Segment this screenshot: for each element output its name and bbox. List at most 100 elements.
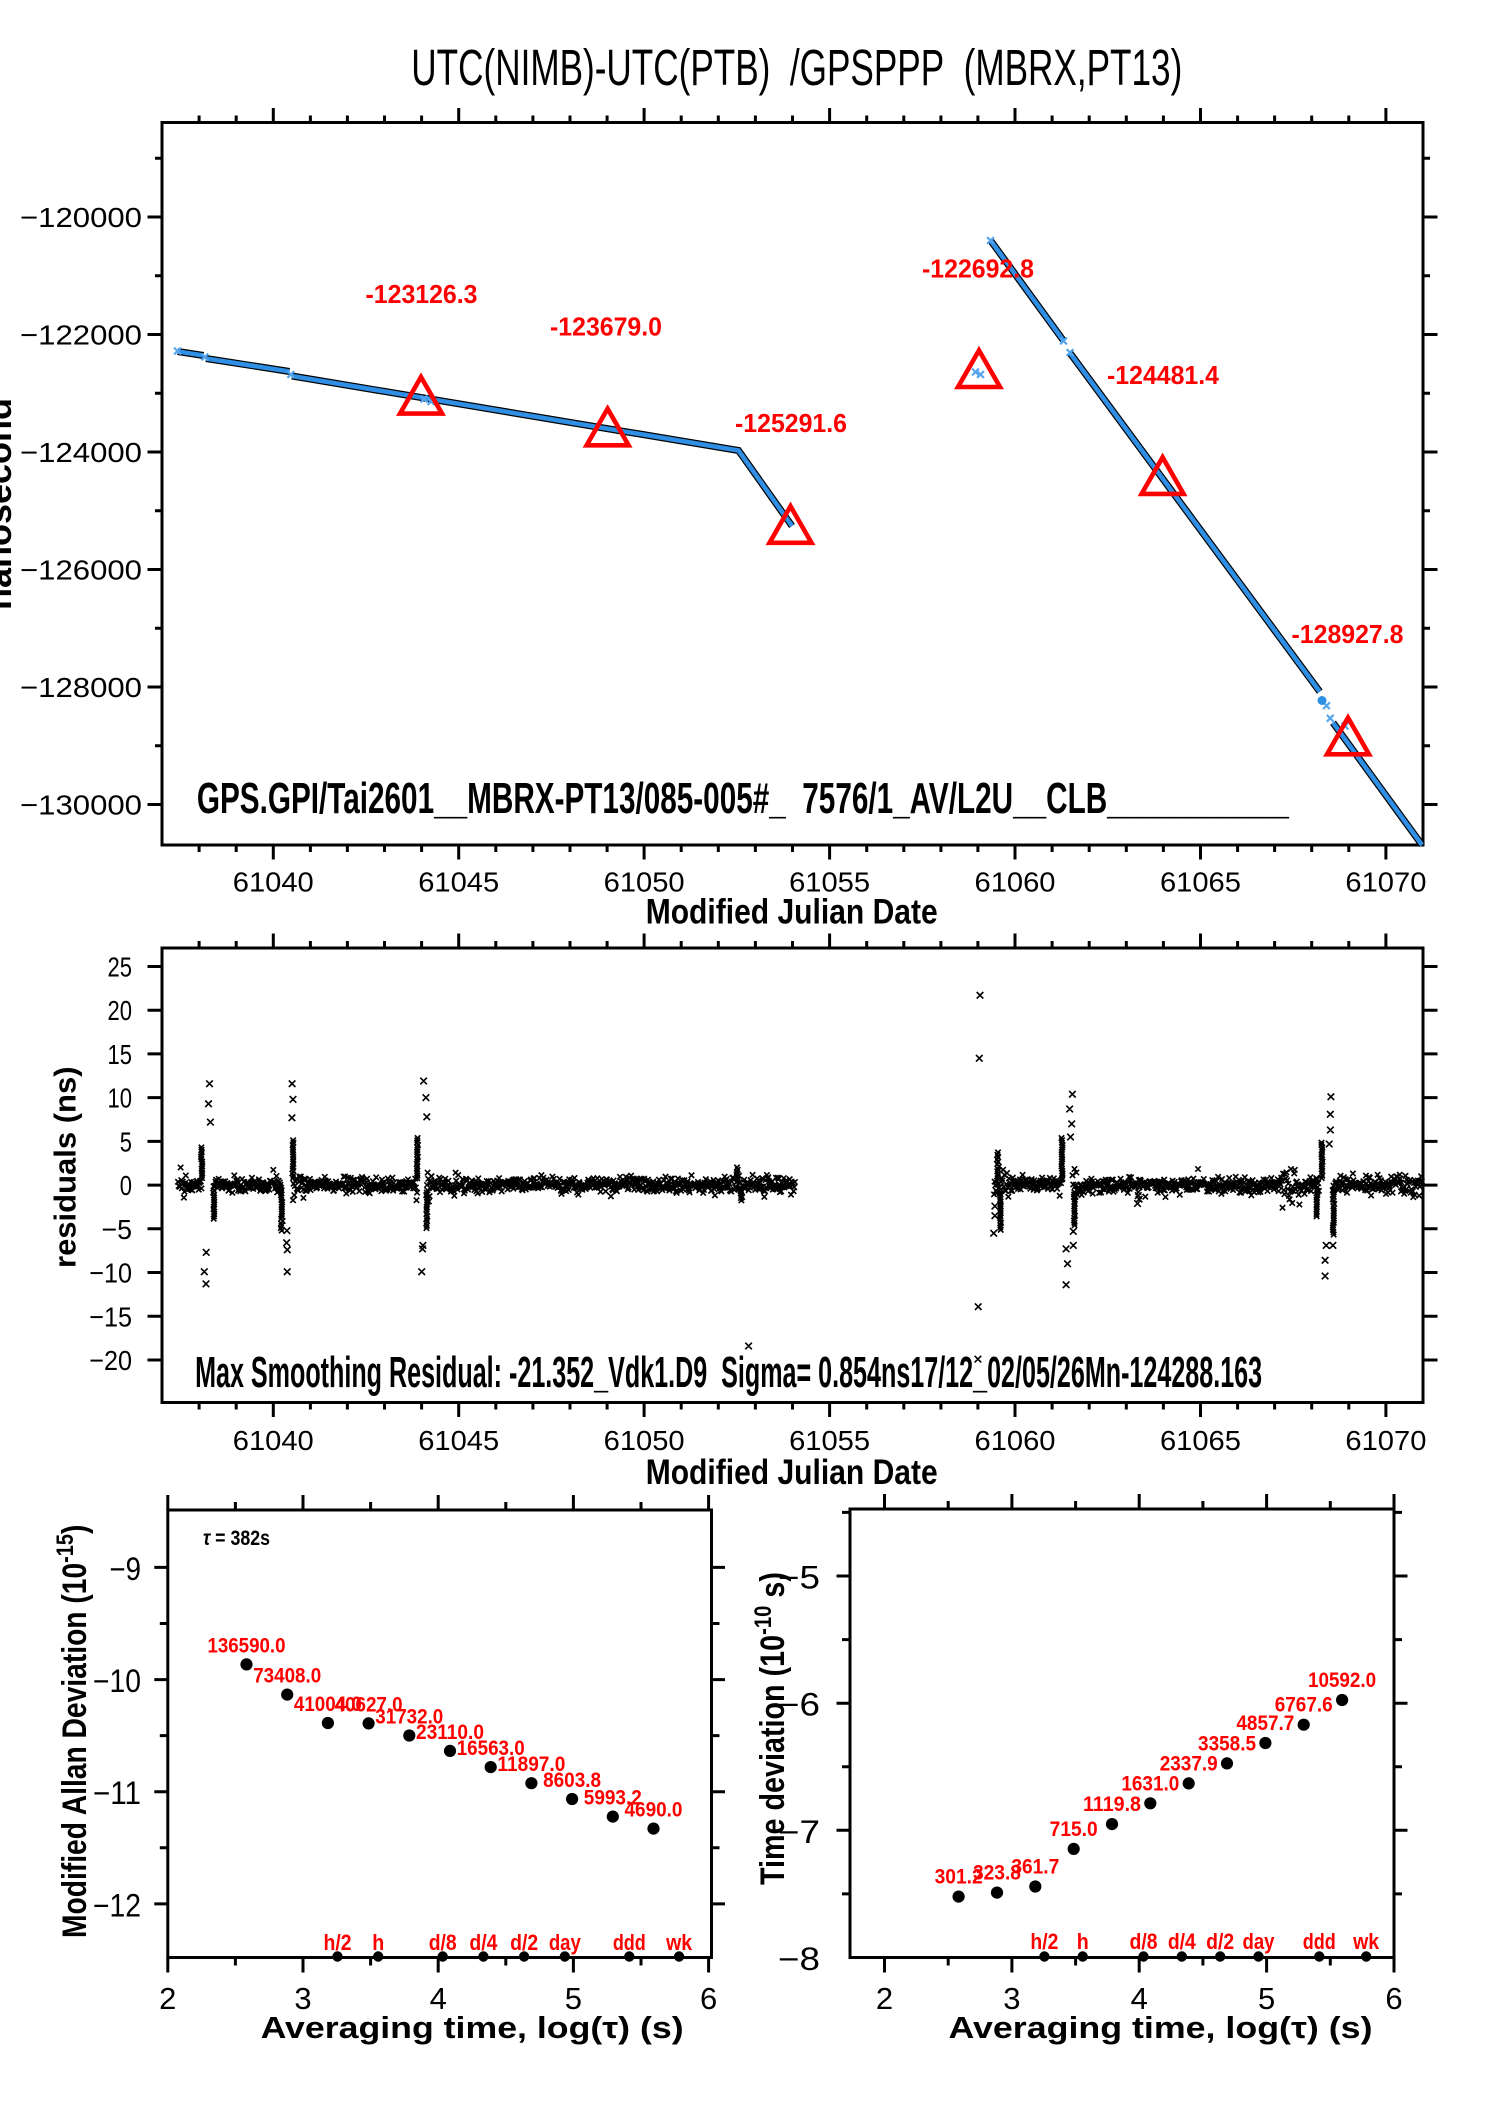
svg-text:41004.0: 41004.0 (294, 1693, 362, 1716)
svg-text:−126000: −126000 (20, 555, 142, 586)
svg-text:d/4: d/4 (469, 1930, 498, 1955)
svg-text:61040: 61040 (233, 1425, 314, 1456)
svg-text:61065: 61065 (1160, 1425, 1241, 1456)
svg-text:residuals (ns): residuals (ns) (48, 1066, 83, 1268)
svg-text:d/2: d/2 (510, 1930, 538, 1955)
svg-text:d/2: d/2 (1206, 1929, 1234, 1954)
svg-text:6767.6: 6767.6 (1275, 1694, 1333, 1717)
svg-text:−130000: −130000 (20, 790, 142, 821)
svg-text:day: day (1243, 1929, 1276, 1954)
svg-text:−5: −5 (778, 1560, 820, 1596)
svg-text:−122000: −122000 (20, 320, 142, 351)
svg-text:d/4: d/4 (1168, 1929, 1197, 1954)
svg-text:−6: −6 (778, 1687, 820, 1723)
svg-text:−120000: −120000 (20, 202, 142, 233)
svg-text:23110.0: 23110.0 (416, 1721, 484, 1744)
svg-text:61045: 61045 (418, 1425, 499, 1456)
svg-text:6: 6 (700, 1981, 717, 2016)
svg-text:Modified Julian Date: Modified Julian Date (646, 1453, 938, 1492)
svg-text:715.0: 715.0 (1050, 1818, 1098, 1841)
svg-text:3: 3 (294, 1981, 311, 2016)
svg-text:20: 20 (108, 995, 133, 1026)
svg-text:61065: 61065 (1160, 867, 1241, 898)
svg-text:15: 15 (108, 1039, 133, 1070)
svg-text:5993.2: 5993.2 (584, 1787, 642, 1810)
svg-text:UTC(NIMB)-UTC(PTB) /GPSPPP (: UTC(NIMB)-UTC(PTB) /GPSPPP (MBRX,PT13) (411, 39, 1182, 96)
svg-text:day: day (549, 1930, 582, 1955)
svg-text:−10: −10 (93, 1663, 141, 1699)
svg-text:61045: 61045 (418, 867, 499, 898)
svg-text:73408.0: 73408.0 (253, 1665, 321, 1688)
svg-text:τ = 382s: τ = 382s (203, 1527, 270, 1550)
svg-text:16563.0: 16563.0 (457, 1737, 525, 1760)
svg-text:61060: 61060 (975, 1425, 1056, 1456)
svg-text:0: 0 (120, 1170, 132, 1201)
svg-text:−128000: −128000 (20, 672, 142, 703)
svg-text:nanosecond: nanosecond (0, 398, 19, 610)
svg-text:361.7: 361.7 (1011, 1856, 1059, 1879)
svg-text:61050: 61050 (604, 1425, 685, 1456)
svg-text:1119.8: 1119.8 (1083, 1793, 1141, 1816)
svg-text:−7: −7 (778, 1814, 820, 1850)
svg-text:-123126.3: -123126.3 (366, 279, 478, 309)
svg-text:5: 5 (565, 1981, 582, 2016)
svg-text:2337.9: 2337.9 (1160, 1752, 1218, 1775)
svg-text:d/8: d/8 (429, 1930, 457, 1955)
svg-text:61060: 61060 (975, 867, 1056, 898)
svg-text:wk: wk (1352, 1929, 1380, 1954)
svg-text:h/2: h/2 (324, 1930, 352, 1955)
svg-text:−20: −20 (89, 1345, 132, 1376)
svg-text:Max Smoothing Residual: -21.35: Max Smoothing Residual: -21.352_Vdk1.D9 … (195, 1348, 1262, 1397)
svg-text:10592.0: 10592.0 (1308, 1669, 1376, 1692)
svg-text:323.8: 323.8 (973, 1862, 1021, 1885)
svg-text:8603.8: 8603.8 (543, 1769, 601, 1792)
svg-text:40627.0: 40627.0 (335, 1693, 403, 1716)
svg-text:−15: −15 (89, 1301, 132, 1332)
svg-text:4857.7: 4857.7 (1236, 1712, 1294, 1735)
svg-text:301.2: 301.2 (935, 1866, 983, 1889)
svg-text:4: 4 (1131, 1981, 1148, 2016)
svg-text:ddd: ddd (1303, 1929, 1336, 1954)
svg-text:d/8: d/8 (1130, 1929, 1158, 1954)
svg-text:-125291.6: -125291.6 (735, 408, 847, 438)
svg-text:Modified Allan Deviation (10-1: Modified Allan Deviation (10-15) (51, 1525, 93, 1938)
svg-text:61050: 61050 (604, 867, 685, 898)
svg-text:61070: 61070 (1345, 1425, 1426, 1456)
svg-text:−10: −10 (89, 1258, 132, 1289)
svg-text:61055: 61055 (789, 1425, 870, 1456)
svg-text:6: 6 (1385, 1981, 1402, 2016)
svg-text:5: 5 (120, 1126, 132, 1157)
svg-text:-123679.0: -123679.0 (550, 312, 662, 342)
svg-text:2: 2 (159, 1981, 176, 2016)
svg-text:5: 5 (1258, 1981, 1275, 2016)
svg-text:3: 3 (1003, 1981, 1020, 2016)
svg-text:61070: 61070 (1345, 867, 1426, 898)
svg-text:25: 25 (108, 951, 133, 982)
svg-text:31732.0: 31732.0 (375, 1705, 443, 1728)
svg-text:−8: −8 (778, 1941, 820, 1977)
svg-text:−12: −12 (93, 1887, 141, 1923)
svg-text:3358.5: 3358.5 (1198, 1732, 1256, 1755)
svg-text:-124481.4: -124481.4 (1107, 360, 1220, 390)
svg-text:10: 10 (108, 1083, 133, 1114)
svg-text:-128927.8: -128927.8 (1292, 619, 1404, 649)
svg-text:−9: −9 (110, 1551, 142, 1587)
svg-text:−5: −5 (102, 1214, 133, 1245)
svg-text:61055: 61055 (789, 867, 870, 898)
svg-text:h: h (1077, 1929, 1089, 1954)
svg-text:h: h (372, 1930, 384, 1955)
svg-text:h/2: h/2 (1030, 1929, 1058, 1954)
svg-text:wk: wk (665, 1930, 693, 1955)
svg-text:61040: 61040 (233, 867, 314, 898)
svg-text:11897.0: 11897.0 (497, 1753, 565, 1776)
svg-text:−11: −11 (93, 1775, 141, 1811)
svg-text:136590.0: 136590.0 (207, 1634, 285, 1657)
svg-text:4690.0: 4690.0 (624, 1799, 682, 1822)
svg-text:GPS.GPI/Tai2601__MBRX-PT13/085: GPS.GPI/Tai2601__MBRX-PT13/085-005#_ 757… (197, 774, 1289, 823)
svg-text:4: 4 (430, 1981, 447, 2016)
svg-text:ddd: ddd (613, 1930, 646, 1955)
svg-text:2: 2 (876, 1981, 893, 2016)
svg-text:Averaging time, log(τ) (s): Averaging time, log(τ) (s) (949, 2010, 1373, 2045)
svg-text:1631.0: 1631.0 (1121, 1772, 1179, 1795)
svg-text:Averaging time, log(τ) (s): Averaging time, log(τ) (s) (261, 2010, 684, 2045)
